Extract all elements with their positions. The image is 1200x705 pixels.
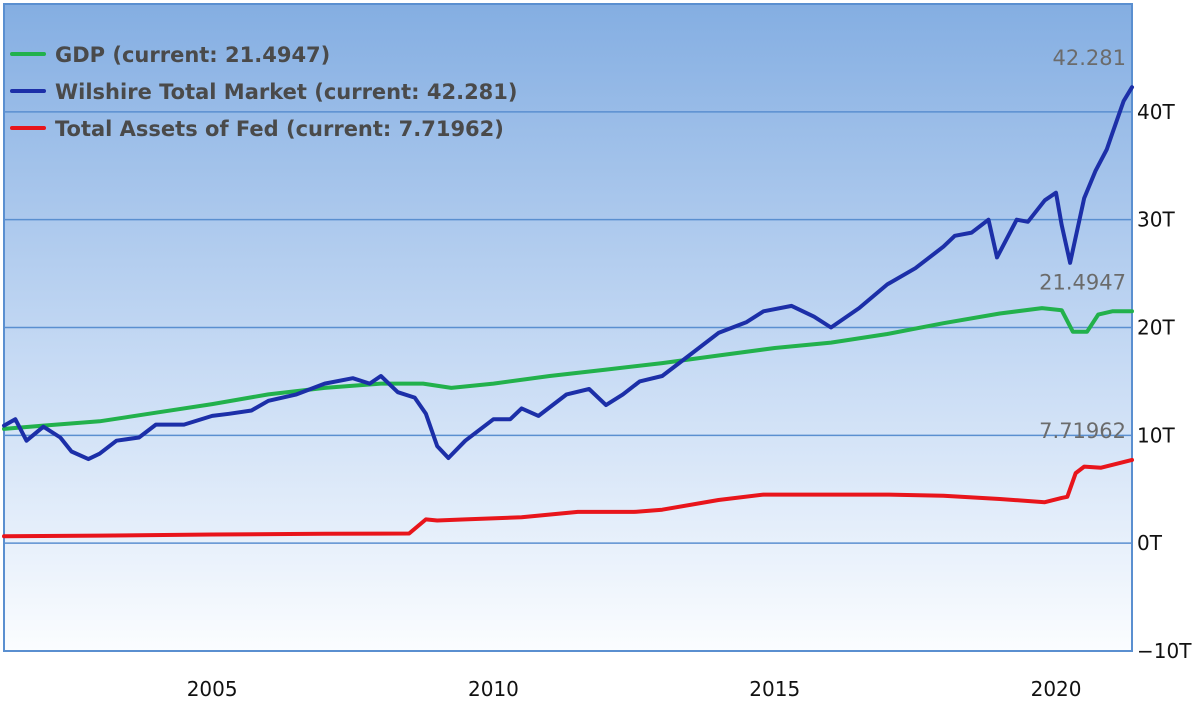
x-tick-label: 2015 xyxy=(749,677,800,701)
legend: GDP (current: 21.4947) Wilshire Total Mar… xyxy=(10,43,518,141)
series-line-0 xyxy=(2,306,1134,431)
y-tick-label: 30T xyxy=(1137,208,1175,232)
y-tick-label: 40T xyxy=(1137,100,1175,124)
legend-entry-2: Total Assets of Fed (current: 7.71962) xyxy=(55,117,504,141)
end-value-label-1: 42.281 xyxy=(1053,46,1126,70)
y-tick-label: 0T xyxy=(1137,531,1163,555)
end-labels: 21.4947 42.281 7.71962 xyxy=(1039,46,1126,443)
x-tick-label: 2010 xyxy=(468,677,519,701)
x-tick-label: 2005 xyxy=(187,677,238,701)
y-tick-label: 20T xyxy=(1137,316,1175,340)
series-line-2 xyxy=(2,457,1134,539)
y-axis: −10T 0T 10T 20T 30T 40T xyxy=(1137,100,1192,663)
series-line-1 xyxy=(2,85,1134,462)
x-axis: 2005 2010 2015 2020 xyxy=(187,677,1082,701)
end-value-label-0: 21.4947 xyxy=(1039,270,1126,294)
y-tick-label: 10T xyxy=(1137,423,1175,447)
y-tick-label: −10T xyxy=(1137,639,1192,663)
legend-entry-1: Wilshire Total Market (current: 42.281) xyxy=(55,80,518,104)
series-layer xyxy=(2,85,1134,539)
end-value-label-2: 7.71962 xyxy=(1039,419,1126,443)
x-tick-label: 2020 xyxy=(1031,677,1082,701)
legend-entry-0: GDP (current: 21.4947) xyxy=(55,43,330,67)
gridlines xyxy=(4,111,1132,544)
